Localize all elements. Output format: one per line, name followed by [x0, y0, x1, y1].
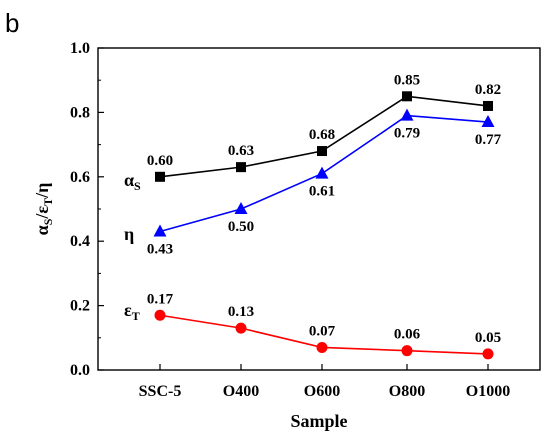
x-tick-label: SSC-5	[139, 383, 182, 400]
data-label-eta: 0.43	[147, 242, 173, 258]
data-label-alpha: 0.63	[228, 143, 254, 159]
data-point-alpha	[317, 146, 327, 157]
data-point-epsilon	[482, 348, 494, 360]
data-point-eta	[153, 224, 167, 237]
data-point-epsilon	[316, 341, 328, 353]
series-layer: 0.60 0.63 0.68 0.85 0.82 0.43 0.50 0.61 0.79 0.77…	[147, 72, 502, 360]
y-tick-label: 1.0	[70, 40, 90, 57]
series-epsilon: 0.17 0.13 0.07 0.06 0.05	[147, 291, 501, 360]
data-label-epsilon: 0.05	[475, 330, 501, 346]
data-point-eta	[400, 108, 414, 121]
y-tick-label: 0.4	[70, 233, 90, 250]
y-axis-title: αS/εT/η	[32, 183, 55, 236]
data-label-alpha: 0.68	[309, 127, 335, 143]
data-label-epsilon: 0.17	[147, 291, 174, 307]
x-tick-label: O800	[389, 383, 425, 400]
panel-letter: b	[5, 8, 19, 38]
y-tick-label: 0.8	[70, 104, 90, 121]
data-point-eta	[315, 166, 329, 179]
series-label-epsilon: εT	[124, 300, 140, 323]
y-axis: 0.0 0.2 0.4 0.6 0.8 1.0	[70, 40, 104, 379]
x-axis: SSC-5 O400 O600 O800 O1000	[139, 364, 510, 400]
series-eta: 0.43 0.50 0.61 0.79 0.77	[147, 108, 502, 258]
data-label-alpha: 0.60	[147, 153, 173, 169]
data-point-eta	[234, 202, 248, 214]
x-tick-label: O400	[223, 383, 259, 400]
x-axis-title: Sample	[290, 411, 347, 431]
data-point-alpha	[402, 91, 412, 102]
plot-frame	[97, 47, 541, 371]
data-point-alpha	[236, 162, 246, 173]
data-point-epsilon	[235, 322, 247, 334]
data-point-eta	[481, 115, 495, 128]
x-tick-label: O1000	[466, 383, 510, 400]
data-label-eta: 0.77	[475, 132, 502, 148]
data-label-eta: 0.61	[309, 184, 335, 200]
data-point-epsilon	[401, 345, 413, 357]
y-tick-label: 0.2	[70, 298, 90, 315]
data-label-alpha: 0.82	[475, 82, 501, 98]
series-label-eta: η	[124, 224, 134, 244]
series-label-alpha: αS	[124, 170, 141, 193]
data-label-eta: 0.50	[228, 219, 254, 235]
data-point-epsilon	[154, 309, 166, 321]
y-tick-label: 0.6	[70, 169, 90, 186]
x-tick-label: O600	[304, 383, 340, 400]
y-tick-label: 0.0	[70, 362, 90, 379]
data-label-epsilon: 0.06	[394, 327, 421, 343]
data-label-epsilon: 0.13	[228, 304, 254, 320]
data-label-eta: 0.79	[394, 126, 420, 142]
data-point-alpha	[483, 100, 493, 111]
data-point-alpha	[155, 171, 165, 182]
series-alpha: 0.60 0.63 0.68 0.85 0.82	[147, 72, 501, 182]
data-label-alpha: 0.85	[394, 72, 420, 88]
data-label-epsilon: 0.07	[309, 323, 336, 339]
